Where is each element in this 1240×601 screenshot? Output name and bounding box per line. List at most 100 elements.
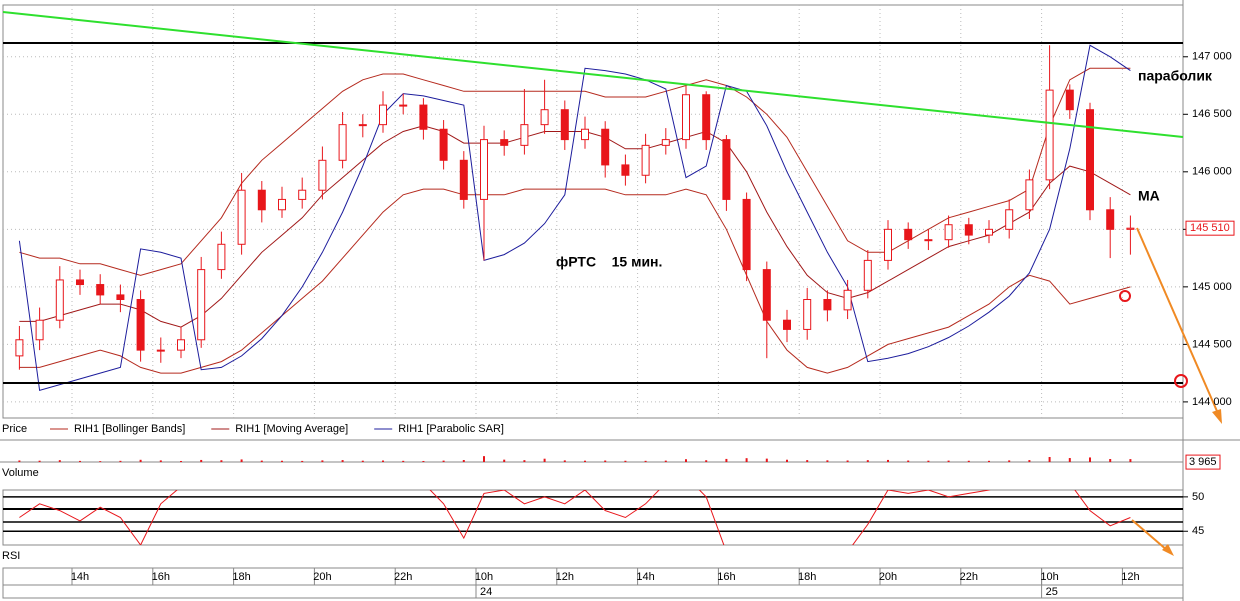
candle-body bbox=[661, 139, 670, 146]
x-tick-label: 12h bbox=[1121, 571, 1139, 583]
last-price-label: 145 510 bbox=[1190, 222, 1230, 234]
candle-body bbox=[823, 299, 832, 311]
candle-body bbox=[702, 94, 711, 141]
x-tick-label: 14h bbox=[71, 571, 89, 583]
x-tick-label: 22h bbox=[960, 571, 978, 583]
y-tick-label: 145 000 bbox=[1192, 281, 1232, 293]
candle-body bbox=[924, 239, 933, 242]
legend-label: RIH1 [Bollinger Bands] bbox=[74, 423, 185, 435]
forecast-arrow-head bbox=[1212, 409, 1222, 424]
candle-body bbox=[884, 228, 892, 261]
candle-body bbox=[96, 284, 105, 296]
x-tick-label: 20h bbox=[313, 571, 331, 583]
volume-last-label: 3 965 bbox=[1189, 456, 1217, 468]
candle-body bbox=[156, 349, 165, 352]
candle-body bbox=[1086, 109, 1094, 211]
rsi-arrow-head bbox=[1162, 544, 1174, 556]
candle-body bbox=[964, 224, 973, 236]
candle-body bbox=[399, 104, 408, 107]
x-tick-label: 18h bbox=[232, 571, 250, 583]
candle-body bbox=[136, 299, 145, 351]
rsi-tick-label: 50 bbox=[1192, 491, 1204, 503]
x-tick-label: 22h bbox=[394, 571, 412, 583]
candle-body bbox=[985, 228, 993, 236]
candle-body bbox=[1126, 227, 1135, 230]
volume-label: Volume bbox=[2, 467, 39, 479]
candle-body bbox=[863, 259, 872, 291]
annotation: фРТС 15 мин. bbox=[556, 254, 662, 270]
x-tick-label: 10h bbox=[475, 571, 493, 583]
candle-body bbox=[682, 94, 690, 141]
candle-body bbox=[1065, 89, 1074, 111]
day-label: 25 bbox=[1046, 586, 1058, 598]
x-tick-label: 16h bbox=[717, 571, 735, 583]
candle-body bbox=[197, 269, 206, 341]
candle-body bbox=[1045, 89, 1054, 181]
candle-body bbox=[298, 189, 307, 200]
candle-body bbox=[500, 139, 509, 146]
candle-body bbox=[783, 319, 791, 330]
y-tick-label: 146 000 bbox=[1192, 166, 1232, 178]
parabolic-sar bbox=[18, 44, 1131, 392]
candle-body bbox=[358, 124, 367, 127]
candle-body bbox=[581, 128, 589, 141]
rsi-line bbox=[19, 490, 1131, 545]
y-tick-label: 144 500 bbox=[1192, 338, 1232, 350]
candle-body bbox=[35, 319, 44, 341]
candle-body bbox=[520, 124, 529, 146]
last-price-box bbox=[1185, 220, 1235, 236]
forecast-arrow bbox=[1136, 227, 1221, 419]
time-axis bbox=[2, 567, 1184, 599]
rsi-tick-label: 45 bbox=[1192, 525, 1204, 537]
candle-body bbox=[177, 339, 185, 351]
candle-body bbox=[116, 294, 125, 301]
candle-body bbox=[621, 164, 630, 176]
trend-line bbox=[2, 11, 1184, 138]
candle-body bbox=[843, 289, 852, 311]
rsi-label: RSI bbox=[2, 550, 20, 562]
y-tick-label: 144 000 bbox=[1192, 396, 1232, 408]
x-tick-label: 16h bbox=[152, 571, 170, 583]
candle-body bbox=[237, 189, 246, 245]
candle-body bbox=[55, 279, 64, 321]
candle-body bbox=[641, 144, 650, 176]
candle-body bbox=[540, 109, 549, 126]
candle-body bbox=[459, 159, 468, 200]
candle-body bbox=[1005, 209, 1014, 230]
candle-body bbox=[15, 339, 24, 357]
day-label: 24 bbox=[480, 586, 492, 598]
x-tick-label: 18h bbox=[798, 571, 816, 583]
candle-body bbox=[76, 279, 84, 286]
candle-body bbox=[904, 228, 913, 241]
candle-body bbox=[1106, 209, 1115, 230]
legend-price: Price bbox=[2, 423, 27, 435]
candle-body bbox=[1025, 179, 1034, 211]
bollinger-lower bbox=[19, 188, 1131, 374]
bollinger-upper bbox=[19, 67, 1131, 276]
candle-body bbox=[722, 139, 731, 200]
y-tick-label: 147 000 bbox=[1192, 51, 1232, 63]
candle-body bbox=[762, 269, 771, 321]
volume-last-box bbox=[1185, 454, 1221, 470]
candle-body bbox=[480, 139, 488, 200]
annotation: MA bbox=[1138, 188, 1160, 204]
candle-body bbox=[217, 243, 226, 271]
rsi-arrow bbox=[1131, 519, 1169, 552]
candle-body bbox=[601, 128, 610, 166]
candle-body bbox=[742, 198, 751, 271]
x-tick-label: 14h bbox=[636, 571, 654, 583]
marker-circle bbox=[1174, 374, 1188, 388]
y-tick-label: 146 500 bbox=[1192, 108, 1232, 120]
moving-average bbox=[19, 125, 1131, 328]
candle-body bbox=[419, 104, 428, 130]
candle-body bbox=[379, 104, 387, 126]
candle-body bbox=[338, 124, 347, 161]
annotation: параболик bbox=[1138, 68, 1213, 84]
candle-body bbox=[944, 224, 953, 241]
candle-body bbox=[257, 189, 266, 211]
candle-body bbox=[278, 198, 286, 211]
x-tick-label: 20h bbox=[879, 571, 897, 583]
candle-body bbox=[439, 128, 448, 161]
x-tick-label: 12h bbox=[556, 571, 574, 583]
